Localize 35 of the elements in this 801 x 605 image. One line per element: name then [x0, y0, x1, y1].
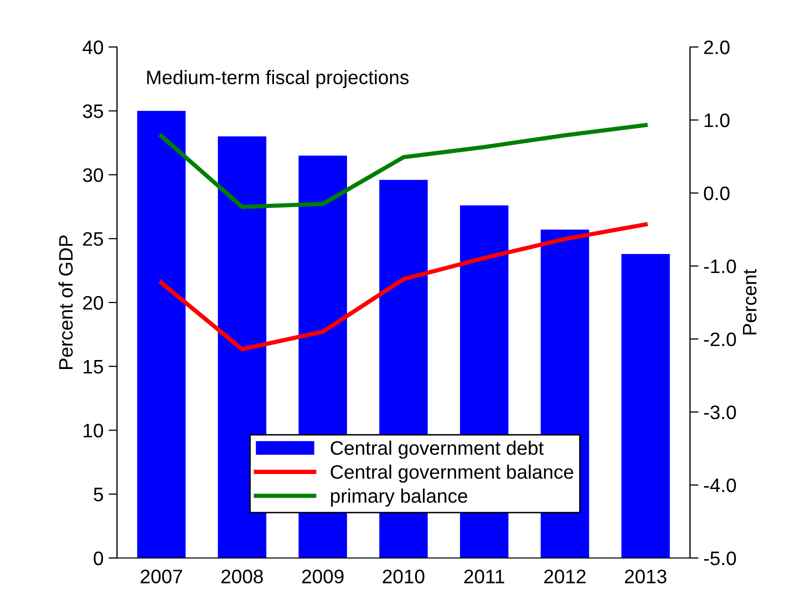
bar — [621, 254, 670, 558]
y-tick-label: 35 — [82, 104, 103, 118]
y2-tick-label: -4.0 — [704, 478, 736, 492]
y2-tick-label: -1.0 — [704, 259, 736, 274]
y2-tick-label: -3.0 — [704, 405, 736, 420]
y-tick-label: 5 — [94, 488, 103, 502]
y-tick-label: 0 — [94, 551, 104, 566]
y-tick-label: 30 — [82, 168, 104, 182]
annotation: Medium-term fiscal projections — [147, 70, 409, 88]
x-tick-label: 2008 — [221, 570, 263, 584]
x-tick-label: 2012 — [544, 570, 586, 584]
x-tick-label: 2011 — [464, 570, 504, 584]
legend-label: primary balance — [331, 488, 468, 507]
legend-label: Central government debt — [330, 440, 544, 459]
y-tick-label: 25 — [83, 232, 103, 246]
y-tick-label: 15 — [84, 360, 103, 374]
y-axis-title: Percent of GDP — [58, 235, 73, 369]
line-series — [159, 222, 648, 352]
x-tick-label: 2007 — [140, 570, 182, 584]
y-tick-label: 20 — [83, 296, 104, 310]
x-tick-label: 2013 — [624, 570, 666, 584]
y-tick-label: 10 — [84, 424, 104, 438]
bar — [137, 110, 186, 558]
bar — [218, 136, 266, 558]
y2-tick-label: -2.0 — [704, 332, 736, 346]
y2-axis-title: Percent — [742, 269, 757, 334]
y2-tick-label: -5.0 — [704, 551, 736, 566]
legend-label: Central government balance — [330, 464, 574, 483]
y-tick-label: 40 — [82, 40, 104, 54]
y2-tick-label: 0.0 — [704, 186, 730, 200]
x-tick-label: 2010 — [382, 570, 424, 584]
x-tick-label: 2009 — [302, 570, 344, 584]
line-series — [159, 123, 648, 209]
y2-tick-label: 2.0 — [704, 40, 730, 54]
y2-tick-label: 1.0 — [704, 113, 730, 128]
